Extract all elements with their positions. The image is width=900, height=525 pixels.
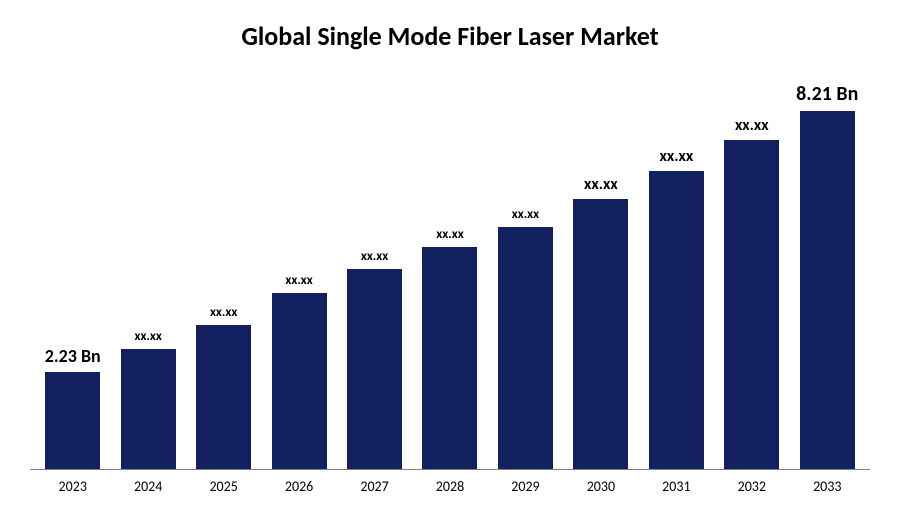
x-axis-tick: 2025 (186, 478, 261, 495)
x-axis-tick: 2032 (714, 478, 789, 495)
x-axis-tick: 2024 (110, 478, 185, 495)
bar-value-label: xx.xx (660, 147, 694, 166)
x-axis-tick: 2031 (639, 478, 714, 495)
bar (422, 247, 477, 469)
bar-group: xx.xx (412, 77, 487, 469)
bar-group: xx.xx (337, 77, 412, 469)
bar-group: xx.xx (639, 77, 714, 469)
bar (121, 349, 176, 469)
bar-value-label: 2.23 Bn (45, 345, 101, 367)
bar (498, 227, 553, 469)
bar (347, 269, 402, 469)
bar-group: xx.xx (186, 77, 261, 469)
chart-container: Global Single Mode Fiber Laser Market 2.… (0, 0, 900, 525)
bar (45, 372, 100, 469)
bar-value-label: xx.xx (285, 273, 312, 288)
bar-value-label: xx.xx (361, 249, 388, 264)
bar-value-label: xx.xx (436, 227, 463, 242)
bar-value-label: xx.xx (512, 207, 539, 222)
chart-title: Global Single Mode Fiber Laser Market (30, 20, 870, 52)
bar-group: 2.23 Bn (35, 77, 110, 469)
bar (272, 293, 327, 469)
bar (724, 140, 779, 469)
bar-value-label: xx.xx (735, 116, 769, 135)
x-axis-tick: 2023 (35, 478, 110, 495)
bar (573, 199, 628, 469)
x-axis-tick: 2028 (412, 478, 487, 495)
bar-group: xx.xx (110, 77, 185, 469)
bar-group: xx.xx (261, 77, 336, 469)
x-axis-tick: 2029 (488, 478, 563, 495)
plot-area: 2.23 Bn xx.xx xx.xx xx.xx xx.xx xx.xx xx.xx xx.… (30, 77, 870, 470)
bar (196, 325, 251, 469)
bar-value-label: xx.xx (134, 329, 161, 344)
x-axis-tick: 2027 (337, 478, 412, 495)
bar (800, 111, 855, 469)
x-axis-tick: 2030 (563, 478, 638, 495)
x-axis-tick: 2026 (261, 478, 336, 495)
bar-group: xx.xx (563, 77, 638, 469)
bar-group: 8.21 Bn (790, 77, 865, 469)
bar-value-label: xx.xx (210, 305, 237, 320)
bar-group: xx.xx (714, 77, 789, 469)
bar-value-label: 8.21 Bn (796, 82, 858, 106)
bar-value-label: xx.xx (584, 175, 618, 194)
x-axis: 2023202420252026202720282029203020312032… (30, 470, 870, 495)
x-axis-tick: 2033 (790, 478, 865, 495)
bar-group: xx.xx (488, 77, 563, 469)
bar (649, 171, 704, 469)
